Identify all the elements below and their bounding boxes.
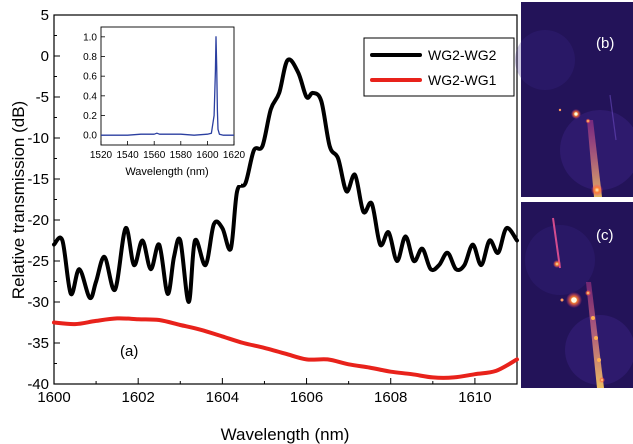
photo-label-c: (c)	[596, 227, 614, 244]
x-tick-label: 1600	[37, 389, 70, 406]
photo-panel-c: (c)	[521, 202, 633, 388]
y-tick-label: 0	[41, 48, 49, 65]
inset-x-tick-label: 1560	[143, 150, 166, 161]
legend-label-wg2-wg1: WG2-WG1	[428, 72, 497, 88]
inset-series-line	[101, 36, 234, 136]
inset-x-axis-title: Wavelength (nm)	[125, 166, 208, 178]
photo-label-b: (b)	[596, 35, 614, 52]
inset-y-tick-label: 1.0	[83, 32, 97, 43]
y-tick-label: -35	[27, 335, 49, 352]
x-tick-label: 1608	[374, 389, 407, 406]
inset-x-tick-label: 1520	[90, 150, 113, 161]
inset-y-tick-label: 0.6	[83, 72, 97, 83]
inset-x-tick-label: 1580	[170, 150, 193, 161]
y-tick-label: -5	[36, 89, 49, 106]
inset-x-tick-label: 1600	[196, 150, 219, 161]
inset-series-group	[101, 36, 234, 136]
inset-x-tick-label: 1540	[116, 150, 139, 161]
x-tick-label: 1602	[121, 389, 154, 406]
inset-axis-ticks: 1520 1540 1560 1580 1600 1620 0.0 0.2 0.4 0.6 0.8 1…	[83, 32, 245, 161]
inset-chart: 1520 1540 1560 1580 1600 1620 0.0 0.2 0.4 0.6 0.8 1…	[66, 20, 246, 185]
y-tick-label: -10	[27, 130, 49, 147]
y-tick-label: -40	[27, 376, 49, 393]
legend: WG2-WG2 WG2-WG1	[363, 37, 515, 97]
y-tick-label: -15	[27, 171, 49, 188]
series-line-wg2-wg2	[52, 57, 519, 304]
x-tick-label: 1604	[206, 389, 239, 406]
y-tick-label: -20	[27, 212, 49, 229]
photo-panel-b: (b)	[515, 2, 633, 197]
main-axis-ticks: 1600 1602 1604 1606 1608 1610 5 0 -5 -10 -15 -20 -25…	[27, 7, 491, 406]
inset-y-tick-label: 0.0	[83, 131, 97, 142]
inset-y-tick-label: 0.4	[83, 91, 97, 102]
legend-label-wg2-wg2: WG2-WG2	[428, 47, 497, 63]
y-tick-label: 5	[41, 7, 49, 24]
inset-y-tick-label: 0.2	[83, 111, 97, 122]
x-tick-label: 1610	[458, 389, 491, 406]
panel-label-a: (a)	[120, 343, 138, 360]
inset-y-tick-label: 0.8	[83, 52, 97, 63]
x-tick-label: 1606	[290, 389, 323, 406]
y-tick-label: -30	[27, 294, 49, 311]
inset-plot-frame	[100, 26, 235, 146]
x-axis-title: Wavelength (nm)	[221, 425, 350, 444]
legend-box	[363, 37, 515, 97]
series-line-wg2-wg1	[52, 316, 519, 380]
inset-x-tick-label: 1620	[223, 150, 246, 161]
y-axis-title: Relative transmission (dB)	[9, 101, 28, 299]
main-series-group	[52, 57, 519, 380]
y-tick-label: -25	[27, 253, 49, 270]
